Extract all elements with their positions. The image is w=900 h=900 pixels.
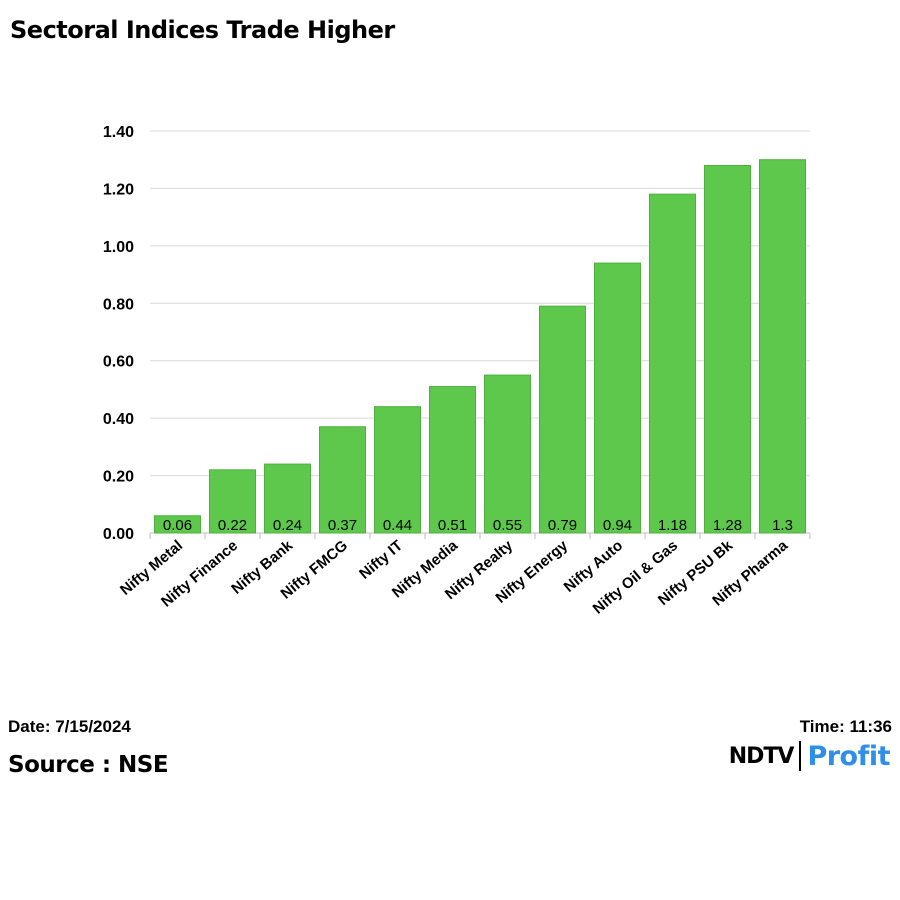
y-tick-label: 1.00 <box>103 239 134 256</box>
bar <box>429 386 476 534</box>
bar <box>154 515 201 534</box>
ndtv-profit-logo: NDTV Profit <box>728 738 891 774</box>
y-tick-label: 0.40 <box>103 411 134 428</box>
data-label: 0.94 <box>603 517 632 534</box>
y-tick-label: 1.20 <box>103 181 134 198</box>
page-title: Sectoral Indices Trade Higher <box>10 16 395 44</box>
logo-divider <box>799 741 802 771</box>
bar <box>539 305 586 534</box>
logo-ndtv-text: NDTV <box>728 743 795 769</box>
data-label: 0.51 <box>438 517 467 534</box>
y-axis-ticks: 0.00 0.20 0.40 0.60 0.80 1.00 1.20 1.40 <box>103 124 134 543</box>
bar <box>264 463 311 534</box>
bar <box>594 262 641 534</box>
y-tick-label: 0.80 <box>103 296 134 313</box>
data-label: 1.3 <box>772 517 793 534</box>
time-label: Time: 11:36 <box>799 717 892 736</box>
bar <box>704 164 751 534</box>
bar <box>759 159 806 534</box>
bar <box>319 426 366 534</box>
bar-chart: 0.00 0.20 0.40 0.60 0.80 1.00 1.20 1.40 0.06 0.2… <box>103 124 811 618</box>
x-tick-label: Nifty IT <box>356 537 406 583</box>
data-label: 0.55 <box>493 517 522 534</box>
data-label: 0.06 <box>163 517 192 534</box>
data-label: 1.18 <box>658 517 687 534</box>
data-label: 0.44 <box>383 517 412 534</box>
date-label: Date: 7/15/2024 <box>8 717 131 736</box>
y-tick-label: 1.40 <box>103 124 134 141</box>
y-tick-label: 0.60 <box>103 354 134 371</box>
data-label: 0.79 <box>548 517 577 534</box>
bars <box>154 159 806 534</box>
y-tick-label: 0.00 <box>103 526 134 543</box>
bar <box>374 406 421 534</box>
data-labels: 0.06 0.22 0.24 0.37 0.44 0.51 0.55 0.79 0.94 1.18… <box>163 517 793 534</box>
source-label: Source : NSE <box>8 752 169 778</box>
data-label: 0.37 <box>328 517 357 534</box>
data-label: 0.22 <box>218 517 247 534</box>
bar <box>649 193 696 534</box>
bar <box>484 374 531 534</box>
y-tick-label: 0.20 <box>103 469 134 486</box>
data-label: 1.28 <box>713 517 742 534</box>
grid-lines <box>149 130 811 539</box>
data-label: 0.24 <box>273 517 302 534</box>
bar <box>209 469 256 534</box>
logo-profit-text: Profit <box>807 740 890 772</box>
